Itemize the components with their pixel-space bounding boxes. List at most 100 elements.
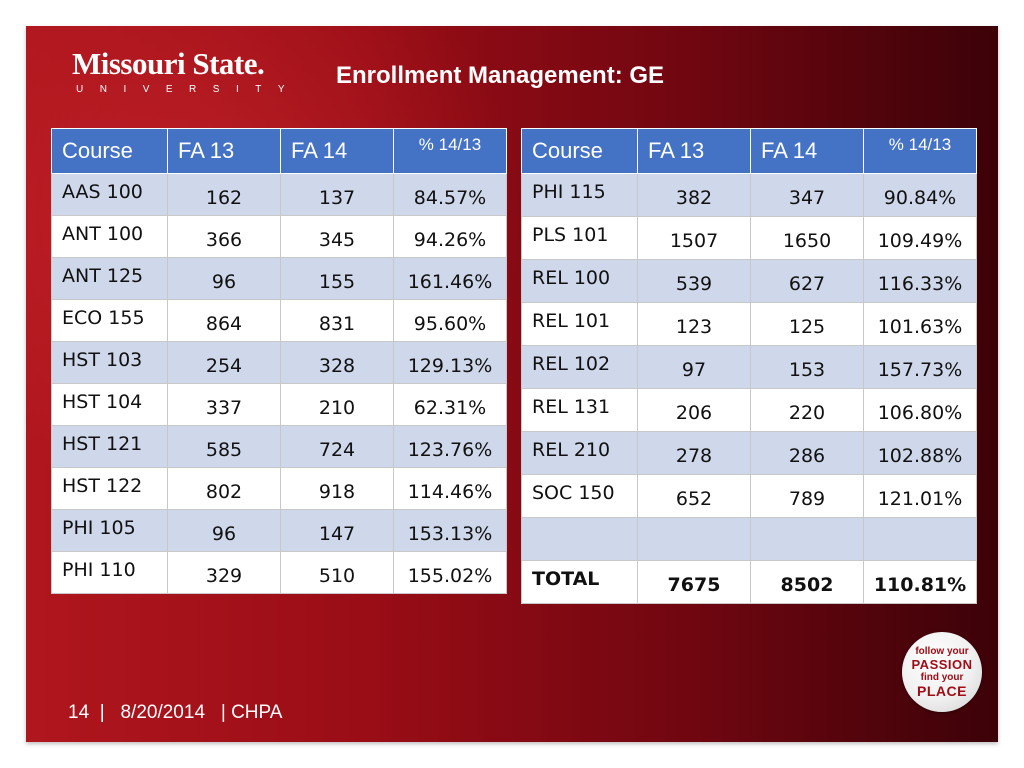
left-table-body: AAS 100 162 137 84.57% ANT 100 366 345 94.26% AN… [51,173,507,594]
table-row: REL 131 206 220 106.80% [521,388,977,432]
table-row: PLS 101 1507 1650 109.49% [521,216,977,260]
fa13-cell: 1507 [637,216,751,260]
header-percent: % 14/13 [863,128,977,174]
header-percent: % 14/13 [393,128,507,174]
footer-date: 8/20/2014 [120,702,206,723]
percent-cell: 102.88% [863,431,977,475]
fa14-cell: 328 [280,341,394,384]
header-course: Course [521,128,638,174]
fa14-cell: 137 [280,173,394,216]
course-cell: REL 100 [521,259,638,303]
header-fa13: FA 13 [167,128,281,174]
percent-cell: 129.13% [393,341,507,384]
right-table-body: PHI 115 382 347 90.84% PLS 101 1507 1650 109.49… [521,173,977,604]
percent-cell: 121.01% [863,474,977,518]
table-row: HST 104 337 210 62.31% [51,383,507,426]
percent-cell: 153.13% [393,509,507,552]
table-row: AAS 100 162 137 84.57% [51,173,507,216]
table-row [521,517,977,561]
fa14-cell: 155 [280,257,394,300]
fa13-cell: 97 [637,345,751,389]
course-cell: TOTAL [521,560,638,604]
percent-cell: 155.02% [393,551,507,594]
percent-cell: 95.60% [393,299,507,342]
course-cell: PHI 105 [51,509,168,552]
fa13-cell: 254 [167,341,281,384]
fa14-cell [750,517,864,561]
fa13-cell: 585 [167,425,281,468]
fa13-cell: 329 [167,551,281,594]
course-cell: HST 122 [51,467,168,510]
course-cell: REL 102 [521,345,638,389]
percent-cell [863,517,977,561]
table-row: ANT 125 96 155 161.46% [51,257,507,300]
table-row: REL 102 97 153 157.73% [521,345,977,389]
table-header-row: Course FA 13 FA 14 % 14/13 [51,128,507,174]
course-cell: REL 131 [521,388,638,432]
fa13-cell: 539 [637,259,751,303]
percent-cell: 90.84% [863,173,977,217]
fa14-cell: 125 [750,302,864,346]
table-row: PHI 105 96 147 153.13% [51,509,507,552]
percent-cell: 114.46% [393,467,507,510]
course-cell: REL 210 [521,431,638,475]
header-fa13: FA 13 [637,128,751,174]
table-row: PHI 115 382 347 90.84% [521,173,977,217]
fa14-cell: 347 [750,173,864,217]
fa13-cell: 864 [167,299,281,342]
percent-cell: 161.46% [393,257,507,300]
footer: 14 | 8/20/2014 | CHPA [68,702,283,723]
total-row: TOTAL 7675 8502 110.81% [521,560,977,604]
fa13-cell [637,517,751,561]
table-row: REL 100 539 627 116.33% [521,259,977,303]
table-row: HST 103 254 328 129.13% [51,341,507,384]
fa13-cell: 96 [167,257,281,300]
course-cell: PHI 110 [51,551,168,594]
fa14-cell: 210 [280,383,394,426]
percent-cell: 106.80% [863,388,977,432]
fa14-cell: 510 [280,551,394,594]
table-header-row: Course FA 13 FA 14 % 14/13 [521,128,977,174]
table-row: REL 101 123 125 101.63% [521,302,977,346]
table-row: HST 121 585 724 123.76% [51,425,507,468]
slide: Missouri State. UNIVERSITY Enrollment Ma… [26,26,998,742]
percent-cell: 123.76% [393,425,507,468]
table-row: REL 210 278 286 102.88% [521,431,977,475]
header-fa14: FA 14 [280,128,394,174]
fa14-cell: 724 [280,425,394,468]
table-row: ECO 155 864 831 95.60% [51,299,507,342]
fa14-cell: 153 [750,345,864,389]
fa14-cell: 147 [280,509,394,552]
follow-your-passion-badge: follow your PASSION find your PLACE [902,632,982,712]
fa13-cell: 802 [167,467,281,510]
fa13-cell: 366 [167,215,281,258]
table-row: HST 122 802 918 114.46% [51,467,507,510]
logo-university: UNIVERSITY [76,84,302,95]
table-row: PHI 110 329 510 155.02% [51,551,507,594]
course-cell: ECO 155 [51,299,168,342]
course-cell: PLS 101 [521,216,638,260]
fa13-cell: 337 [167,383,281,426]
percent-cell: 101.63% [863,302,977,346]
left-enrollment-table: Course FA 13 FA 14 % 14/13 AAS 100 162 137… [51,128,507,594]
table-row: SOC 150 652 789 121.01% [521,474,977,518]
course-cell: SOC 150 [521,474,638,518]
percent-cell: 116.33% [863,259,977,303]
course-cell: PHI 115 [521,173,638,217]
percent-cell: 84.57% [393,173,507,216]
fa13-cell: 382 [637,173,751,217]
fa13-cell: 206 [637,388,751,432]
footer-org: CHPA [231,702,283,723]
fa13-cell: 278 [637,431,751,475]
missouri-state-logo: Missouri State. UNIVERSITY [72,48,302,96]
percent-cell: 94.26% [393,215,507,258]
fa13-cell: 162 [167,173,281,216]
course-cell: REL 101 [521,302,638,346]
fa13-cell: 96 [167,509,281,552]
percent-cell: 157.73% [863,345,977,389]
page-number: 14 [68,702,90,723]
badge-line-2: PASSION [911,657,973,672]
percent-cell: 110.81% [863,560,977,604]
fa14-cell: 220 [750,388,864,432]
right-enrollment-table: Course FA 13 FA 14 % 14/13 PHI 115 382 347… [521,128,977,604]
